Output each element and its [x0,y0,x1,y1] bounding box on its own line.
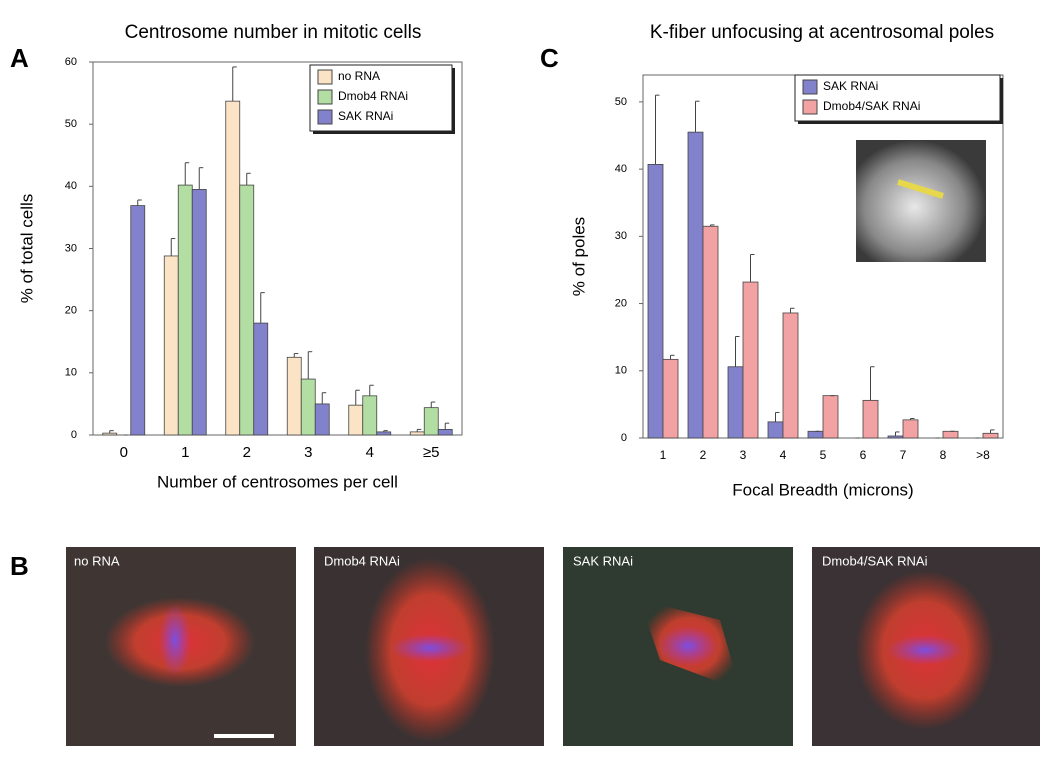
panel-label: B [10,551,29,581]
y-tick-label: 10 [615,365,627,377]
bar [163,255,179,436]
y-tick-label: 40 [65,180,77,192]
x-tick-label: >8 [976,448,990,462]
y-axis-label: % of poles [569,217,588,296]
legend-swatch [317,109,333,125]
bar [807,430,824,439]
bar [782,312,799,439]
y-tick-label: 60 [65,56,77,68]
bar [687,131,704,439]
bar [348,404,364,436]
x-tick-label: 5 [820,448,827,462]
bar [982,432,999,439]
bar [437,429,453,436]
bar [239,184,255,436]
y-tick-label: 20 [615,297,627,309]
inset-image [856,140,986,262]
bar [662,358,679,439]
legend-swatch [802,79,818,95]
bar [862,399,879,439]
legend-label: Dmob4/SAK RNAi [823,99,920,113]
y-axis-label: % of total cells [17,194,36,304]
y-tick-label: 30 [615,230,627,242]
bar [409,431,425,436]
legend-swatch [802,99,818,115]
x-tick-label: 6 [860,448,867,462]
x-tick-label: 4 [780,448,787,462]
bar [286,356,302,436]
bar [225,100,241,436]
y-tick-label: 50 [615,96,627,108]
x-tick-label: 2 [243,444,251,461]
bar [130,205,146,436]
bar [102,432,118,436]
y-tick-label: 40 [615,163,627,175]
bar [376,431,392,436]
x-tick-label: 3 [304,444,312,461]
legend-label: no RNA [338,69,380,83]
x-axis-label: Number of centrosomes per cell [157,472,398,491]
legend-label: SAK RNAi [823,79,878,93]
micrograph-label: Dmob4/SAK RNAi [822,553,928,568]
bar [314,403,330,436]
x-tick-label: ≥5 [423,444,440,461]
legend-box [794,74,1001,122]
x-tick-label: 0 [120,444,128,461]
x-tick-label: 2 [700,448,707,462]
bar [362,395,378,436]
y-tick-label: 20 [65,305,77,317]
x-tick-label: 3 [740,448,747,462]
x-tick-label: 7 [900,448,907,462]
bar [253,322,269,436]
panel-label: A [10,43,29,73]
x-tick-label: 1 [660,448,667,462]
micrograph-label: no RNA [74,553,120,568]
bar [727,366,744,439]
bar [902,419,919,439]
bar [767,421,784,439]
y-tick-label: 0 [71,429,77,441]
x-tick-label: 4 [366,444,374,461]
legend-box [309,64,453,132]
bar [742,281,759,439]
y-tick-label: 50 [65,118,77,130]
y-tick-label: 30 [65,242,77,254]
micrograph: Dmob4 RNAi [314,547,544,746]
bar [887,435,904,439]
micrograph-label: Dmob4 RNAi [324,553,400,568]
legend-label: SAK RNAi [338,109,393,123]
y-tick-label: 0 [621,432,627,444]
bar [702,225,719,439]
bar [647,164,664,439]
bar [942,430,959,439]
micrograph-label: SAK RNAi [573,553,633,568]
bar [191,189,207,436]
x-axis-label: Focal Breadth (microns) [732,480,913,499]
legend-label: Dmob4 RNAi [338,89,408,103]
micrograph: no RNA [66,547,296,746]
chart-title: K-fiber unfocusing at acentrosomal poles [650,22,994,43]
legend-swatch [317,89,333,105]
chart-title: Centrosome number in mitotic cells [125,22,422,43]
micrograph: Dmob4/SAK RNAi [812,547,1040,746]
panel-label: C [540,43,559,73]
bar [177,184,193,436]
bar [822,395,839,439]
x-tick-label: 8 [940,448,947,462]
x-tick-label: 1 [181,444,189,461]
micrograph: SAK RNAi [563,547,793,746]
y-tick-label: 10 [65,367,77,379]
bar [300,378,316,436]
legend-swatch [317,69,333,85]
bar [423,407,439,436]
